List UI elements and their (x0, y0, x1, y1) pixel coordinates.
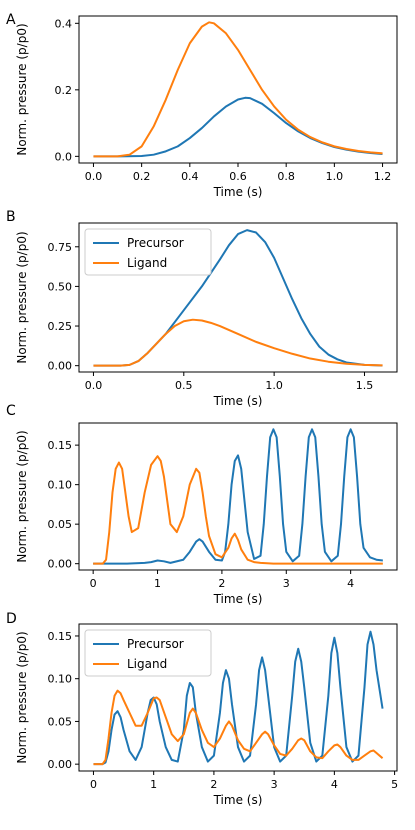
x-tick-label: 4 (331, 778, 338, 791)
x-tick-label: 0.8 (277, 170, 295, 183)
x-axis-label: Time (s) (213, 592, 263, 606)
x-tick-label: 0.0 (85, 379, 103, 392)
y-tick-label: 0.00 (48, 360, 73, 373)
y-tick-label: 0.0 (55, 150, 73, 163)
x-tick-label: 0.4 (181, 170, 199, 183)
x-tick-label: 4 (347, 577, 354, 590)
y-tick-label: 0.00 (48, 758, 73, 771)
x-axis-label: Time (s) (213, 394, 263, 408)
series-line-ligand (93, 318, 383, 367)
y-axis-label: Norm. pressure (p/p0) (15, 23, 29, 155)
y-tick-label: 0.15 (48, 630, 73, 643)
x-tick-label: 2 (210, 778, 217, 791)
x-tick-label: 1 (150, 778, 157, 791)
axes-frame (78, 15, 398, 164)
legend-entry-ligand: Ligand (127, 256, 167, 270)
panel-label: A (6, 12, 16, 28)
series-line-ligand (93, 689, 384, 766)
y-tick-label: 0.05 (48, 715, 73, 728)
y-axis-label: Norm. pressure (p/p0) (15, 430, 29, 562)
x-tick-label: 0 (90, 778, 97, 791)
x-tick-label: 0 (90, 577, 97, 590)
series-line-precursor (93, 630, 384, 766)
axes-frame (78, 222, 398, 373)
series-line-ligand (93, 455, 383, 565)
y-tick-label: 0.75 (48, 241, 73, 254)
y-tick-label: 0.05 (48, 518, 73, 531)
x-tick-label: 1.0 (265, 379, 283, 392)
x-axis-label: Time (s) (213, 185, 263, 199)
y-tick-label: 0.2 (55, 84, 73, 97)
panel-a: A 0.0 0.2 0.4 0.6 0.8 1.0 1.2 0.0 0.2 0.4 Time (s) N… (6, 12, 398, 199)
x-tick-label: 0.6 (229, 170, 247, 183)
y-tick-label: 0.00 (48, 558, 73, 571)
panel-label: B (6, 209, 16, 225)
y-tick-label: 0.15 (48, 439, 73, 452)
axes-frame (78, 422, 398, 571)
y-axis-label: Norm. pressure (p/p0) (15, 231, 29, 363)
panel-b: B 0.0 0.5 1.0 1.5 0.00 0.25 0.50 0.75 Time (s) Nor… (6, 209, 398, 408)
legend-entry-precursor: Precursor (127, 236, 184, 250)
x-tick-label: 0.2 (133, 170, 151, 183)
panel-d: D 0 1 2 3 4 5 0.00 0.05 0.10 0.15 Time (s) Norm. pre… (6, 611, 398, 807)
axes-frame (78, 623, 398, 772)
x-tick-label: 3 (271, 778, 278, 791)
x-tick-label: 1 (154, 577, 161, 590)
panel-c: C 0 1 2 3 4 0.00 0.05 0.10 0.15 Time (s) Norm. pres… (6, 403, 398, 606)
legend: Precursor Ligand (84, 629, 212, 677)
y-tick-label: 0.25 (48, 320, 73, 333)
x-axis-label: Time (s) (213, 793, 263, 807)
panel-label: C (6, 403, 16, 419)
legend: Precursor Ligand (84, 228, 212, 276)
x-tick-label: 2 (218, 577, 225, 590)
legend-entry-precursor: Precursor (127, 637, 184, 651)
x-tick-label: 1.2 (374, 170, 392, 183)
x-tick-label: 3 (283, 577, 290, 590)
panel-label: D (6, 611, 17, 627)
y-tick-label: 0.4 (55, 17, 73, 30)
x-tick-label: 1.5 (356, 379, 374, 392)
y-tick-label: 0.10 (48, 479, 73, 492)
y-axis-label: Norm. pressure (p/p0) (15, 631, 29, 763)
y-tick-label: 0.50 (48, 280, 73, 293)
x-tick-label: 5 (391, 778, 398, 791)
x-tick-label: 0.0 (85, 170, 103, 183)
series-line-ligand (93, 21, 383, 158)
y-tick-label: 0.10 (48, 673, 73, 686)
x-tick-label: 1.0 (326, 170, 344, 183)
series-line-precursor (93, 428, 383, 565)
x-tick-label: 0.5 (175, 379, 193, 392)
legend-entry-ligand: Ligand (127, 657, 167, 671)
